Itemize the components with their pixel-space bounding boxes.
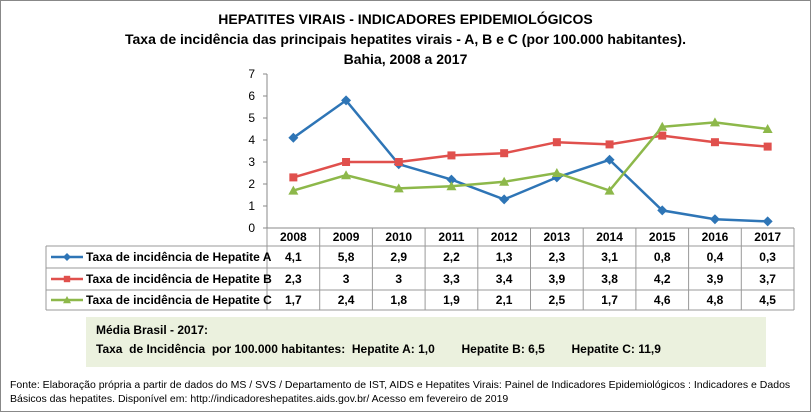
- chart-title: HEPATITES VIRAIS - INDICADORES EPIDEMIOL…: [218, 11, 593, 27]
- table-cell: 1,7: [285, 293, 302, 307]
- data-point: [709, 117, 720, 127]
- chart-plot: 0 1 2 3 4 5 6 7 2008 2009 2010 2011 2012 2013 2014 2015…: [45, 67, 795, 311]
- data-point: [394, 158, 403, 166]
- table-cell: 3,9: [549, 272, 566, 286]
- table-cell: 3,3: [443, 272, 460, 286]
- data-point: [710, 138, 719, 147]
- x-tick-label: 2016: [702, 230, 729, 244]
- table-cell: 3: [343, 272, 350, 286]
- table-cell: 4,5: [759, 293, 776, 307]
- x-tick-label: 2011: [438, 230, 464, 244]
- table-cell: 1,9: [443, 293, 460, 307]
- data-point: [288, 185, 299, 195]
- note-hep-a: Hepatite A: 1,0: [351, 342, 435, 356]
- data-point: [341, 95, 352, 106]
- data-point: [393, 183, 404, 193]
- data-point: [447, 151, 456, 160]
- y-tick-label: 4: [248, 133, 255, 147]
- data-point: [604, 154, 615, 165]
- x-tick-label: 2010: [385, 230, 412, 244]
- data-point: [500, 149, 509, 158]
- x-tick-label: 2014: [596, 230, 623, 244]
- x-tick-label: 2012: [491, 230, 518, 244]
- table-cell: 1,3: [496, 250, 513, 264]
- data-point: [658, 131, 667, 140]
- data-point: [342, 158, 351, 166]
- data-point: [709, 214, 720, 225]
- table-cell: 2,3: [549, 250, 566, 264]
- legend-label: Taxa de incidência de Hepatite C: [86, 293, 272, 307]
- table-cell: 0,8: [654, 250, 671, 264]
- data-point: [762, 124, 773, 133]
- source-note: Fonte: Elaboração própria a partir de da…: [10, 379, 791, 405]
- legend-label: Taxa de incidência de Hepatite B: [86, 272, 272, 286]
- data-point: [288, 132, 299, 143]
- table-cell: 3,9: [707, 272, 724, 286]
- chart-subtitle: Taxa de incidência das principais hepati…: [125, 31, 686, 47]
- table-cell: 2,2: [443, 250, 460, 264]
- chart-subtitle-2: Bahia, 2008 a 2017: [343, 51, 468, 67]
- data-point: [604, 185, 615, 195]
- series-line: [292, 98, 768, 223]
- note-hep-c: Hepatite C: 11,9: [571, 342, 661, 356]
- data-point: [63, 253, 71, 261]
- data-point: [551, 168, 562, 177]
- table-cell: 2,1: [496, 293, 513, 307]
- y-tick-label: 2: [248, 177, 255, 191]
- series-line: [292, 121, 768, 193]
- data-point: [499, 194, 510, 205]
- data-point: [446, 174, 457, 185]
- legend-label: Taxa de incidência de Hepatite A: [86, 250, 272, 264]
- table-cell: 3,8: [601, 272, 618, 286]
- table-cell: 1,7: [601, 293, 618, 307]
- table-cell: 3: [395, 272, 402, 286]
- x-tick-label: 2015: [649, 230, 676, 244]
- y-tick-label: 3: [248, 155, 255, 169]
- table-cell: 5,8: [338, 250, 355, 264]
- data-point: [552, 138, 561, 147]
- table-cell: 4,2: [654, 272, 671, 286]
- series-line: [292, 134, 768, 179]
- note-heading: Média Brasil - 2017:: [96, 323, 209, 337]
- table-cell: 3,4: [496, 272, 513, 286]
- data-point: [657, 121, 668, 131]
- y-tick-label: 7: [248, 67, 255, 81]
- x-tick-label: 2017: [754, 230, 781, 244]
- y-tick-label: 1: [248, 199, 255, 213]
- brazil-average-note: Média Brasil - 2017: Taxa de Incidência …: [86, 317, 766, 367]
- table-cell: 1,8: [390, 293, 407, 307]
- data-point: [341, 170, 352, 180]
- table-cell: 4,1: [285, 250, 302, 264]
- data-point: [763, 142, 772, 151]
- data-point: [63, 275, 71, 283]
- table-cell: 2,4: [338, 293, 355, 307]
- table-cell: 2,9: [390, 250, 407, 264]
- x-tick-label: 2009: [333, 230, 360, 244]
- x-tick-label: 2013: [543, 230, 570, 244]
- y-tick-label: 0: [248, 221, 255, 235]
- table-cell: 3,7: [759, 272, 776, 286]
- table-cell: 4,8: [707, 293, 724, 307]
- data-point: [762, 216, 773, 227]
- data-point: [499, 176, 510, 186]
- note-hep-b: Hepatite B: 6,5: [461, 342, 545, 356]
- table-cell: 2,5: [549, 293, 566, 307]
- data-point: [63, 296, 71, 304]
- data-point: [657, 205, 668, 216]
- x-tick-label: 2008: [280, 230, 307, 244]
- table-cell: 0,4: [707, 250, 724, 264]
- y-tick-label: 6: [248, 89, 255, 103]
- table-cell: 2,3: [285, 272, 302, 286]
- note-prefix: Taxa de Incidência por 100.000 habitante…: [96, 342, 346, 356]
- table-cell: 0,3: [759, 250, 776, 264]
- note-values: Taxa de Incidência por 100.000 habitante…: [96, 342, 661, 356]
- data-point: [446, 181, 457, 191]
- y-tick-label: 5: [248, 111, 255, 125]
- data-point: [605, 140, 614, 149]
- data-point: [289, 173, 298, 182]
- table-cell: 4,6: [654, 293, 671, 307]
- table-cell: 3,1: [601, 250, 618, 264]
